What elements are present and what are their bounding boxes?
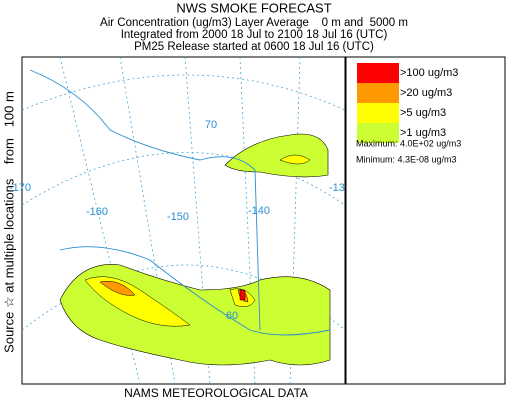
legend-swatch <box>357 83 399 103</box>
longitude-label: -170 <box>9 182 31 194</box>
coastline <box>29 69 331 336</box>
side-label: Source ☆ at multiple locations from 100 … <box>1 91 16 353</box>
title: NWS SMOKE FORECAST <box>176 0 331 15</box>
legend-label: >1 ug/m3 <box>400 127 446 139</box>
longitude-label: -160 <box>86 206 108 218</box>
legend-swatch <box>357 103 399 123</box>
legend-swatch <box>357 123 399 143</box>
subtitle: Air Concentration (ug/m3) Layer Average … <box>100 17 408 29</box>
legend: >100 ug/m3 >20 ug/m3 >5 ug/m3 >1 ug/m3 Maxi… <box>345 56 506 385</box>
longitude-label: -140 <box>248 205 270 217</box>
subtitle: PM25 Release started at 0600 18 Jul 16 (… <box>134 41 374 53</box>
latitude-label: 60 <box>226 310 238 322</box>
legend-label: >20 ug/m3 <box>400 87 452 99</box>
longitude-label: -150 <box>167 211 189 223</box>
legend-minimum: Minimum: 4.3E-08 ug/m3 <box>356 154 457 164</box>
latitude-label: 70 <box>205 119 217 131</box>
subtitle: Integrated from 2000 18 Jul to 2100 18 J… <box>121 29 388 41</box>
legend-swatch <box>357 63 399 83</box>
legend-label: >5 ug/m3 <box>400 107 446 119</box>
footer: NAMS METEOROLOGICAL DATA <box>124 386 308 400</box>
smoke-plume <box>239 289 246 301</box>
legend-maximum: Maximum: 4.0E+02 ug/m3 <box>356 138 461 148</box>
legend-label: >100 ug/m3 <box>400 67 458 79</box>
